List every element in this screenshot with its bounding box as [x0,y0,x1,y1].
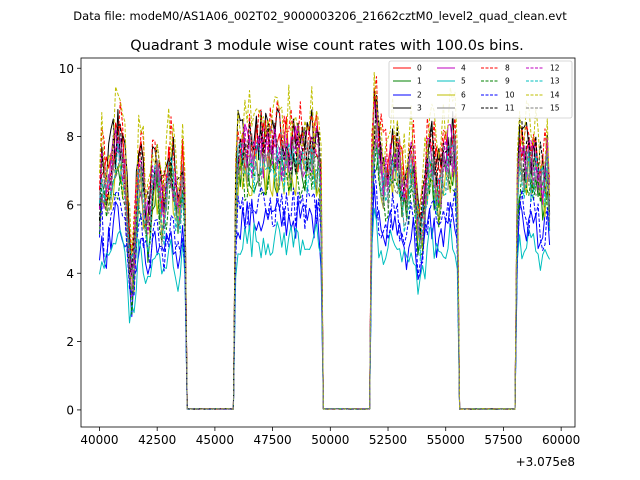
y-tick-label: 8 [66,130,74,144]
y-tick-label: 10 [59,62,74,76]
chart-title: Quadrant 3 module wise count rates with … [130,38,524,54]
legend-label-11: 11 [505,104,515,113]
legend-label-7: 7 [461,104,466,113]
legend-label-9: 9 [505,77,510,86]
x-tick-label: 42500 [138,433,176,447]
legend-label-4: 4 [461,64,466,73]
legend-label-15: 15 [550,104,560,113]
legend-label-13: 13 [550,77,560,86]
legend-label-6: 6 [461,91,466,100]
legend-label-1: 1 [417,77,422,86]
legend-label-3: 3 [417,104,422,113]
data-file-suptitle: Data file: modeM0/AS1A06_002T02_90000032… [73,9,567,23]
x-tick-label: 55000 [427,433,465,447]
legend-label-12: 12 [550,64,560,73]
x-tick-label: 40000 [80,433,118,447]
y-tick-label: 0 [66,403,74,417]
legend-label-8: 8 [505,64,510,73]
legend-label-14: 14 [550,91,560,100]
y-axis: 0 2 4 6 8 10 [59,62,81,417]
axes-frame [80,57,576,428]
x-offset-label: +3.075e8 [516,455,575,469]
x-tick-label: 50000 [311,433,349,447]
legend-label-5: 5 [461,77,466,86]
x-axis: 40000 42500 45000 47500 50000 52500 55000 57500… [80,427,580,447]
y-tick-label: 2 [66,335,74,349]
legend-label-10: 10 [505,91,515,100]
legend-frame [388,60,573,119]
x-tick-label: 57500 [484,433,522,447]
series-layer [99,72,551,410]
y-tick-label: 4 [66,267,74,281]
x-tick-label: 52500 [369,433,407,447]
plot-area: 40000 42500 45000 47500 50000 52500 55000 57500… [59,57,580,469]
series-line-15 [99,137,551,410]
legend-label-2: 2 [417,91,422,100]
y-tick-label: 6 [66,198,74,212]
x-tick-label: 45000 [196,433,234,447]
legend-label-0: 0 [417,64,422,73]
x-tick-label: 47500 [254,433,292,447]
x-tick-label: 60000 [542,433,580,447]
